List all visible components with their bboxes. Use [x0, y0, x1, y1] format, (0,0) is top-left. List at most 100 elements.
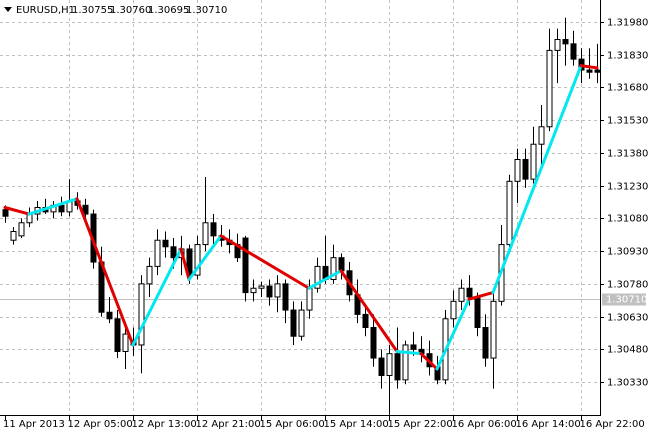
candle-body [458, 287, 465, 302]
candle-body [490, 300, 497, 359]
menu-arrow[interactable] [4, 7, 12, 12]
x-tick-label: 16 Apr 22:00 [580, 419, 645, 430]
zigzag-leg [187, 234, 223, 282]
candle-body [2, 209, 9, 217]
candle-body [82, 204, 89, 215]
candle-body [402, 344, 409, 381]
chart-title: EURUSD,H1 [16, 5, 75, 16]
header-value: 1.30755 [72, 5, 113, 16]
candle-body [274, 283, 281, 298]
candle-body [114, 318, 121, 353]
candle-body [106, 311, 113, 320]
candle-body [314, 265, 321, 289]
candle-body [170, 246, 177, 259]
bid-label: 1.30710 [606, 295, 647, 306]
candle-body [570, 43, 577, 60]
y-tick-label: 1.31530 [607, 116, 648, 127]
y-tick-label: 1.31080 [607, 214, 648, 225]
y-tick-label: 1.31230 [607, 182, 648, 193]
candle-body [474, 296, 481, 329]
zigzag-leg [419, 352, 439, 371]
header-value: 1.30710 [186, 5, 227, 16]
zigzag-leg [3, 206, 31, 216]
zigzag-leg [27, 197, 79, 216]
candle-body [146, 265, 153, 285]
candle-body [250, 287, 257, 294]
candle-body [210, 222, 217, 237]
y-tick-label: 1.30780 [607, 280, 648, 291]
candle-body [186, 248, 193, 276]
x-tick-label: 15 Apr 06:00 [260, 419, 325, 430]
candle-body [306, 287, 313, 311]
header-value: 1.30695 [148, 5, 189, 16]
y-tick-label: 1.31680 [607, 83, 648, 94]
x-tick-label: 12 Apr 13:00 [132, 419, 197, 430]
candle-body [330, 257, 337, 281]
candle-body [18, 222, 25, 237]
candle-body [506, 180, 513, 246]
candle-body [282, 283, 289, 311]
labels: 1.30330 1.30480 1.30630 1.30780 1.30930 1.310… [3, 18, 648, 431]
x-tick-label: 11 Apr 2013 [3, 419, 65, 430]
candle-body [298, 309, 305, 337]
candle-body [362, 313, 369, 329]
x-tick-label: 15 Apr 22:00 [388, 419, 453, 430]
candle-body [538, 126, 545, 145]
candle-body [290, 309, 297, 337]
candle-body [242, 237, 249, 294]
y-tick-label: 1.30480 [607, 345, 648, 356]
x-tick-label: 12 Apr 21:00 [196, 419, 261, 430]
zigzag-leg [339, 269, 399, 354]
zigzag-leg [179, 247, 191, 282]
candle-body [546, 49, 553, 128]
y-tick-label: 1.30630 [607, 313, 648, 324]
zigzag-leg [467, 291, 495, 301]
x-tick-label: 16 Apr 14:00 [516, 419, 581, 430]
zigzag-leg [579, 64, 599, 70]
candle-body [10, 231, 17, 241]
zigzag-leg [75, 197, 135, 347]
candle-body [586, 69, 593, 73]
y-tick-label: 1.31980 [607, 18, 648, 29]
candle-body [410, 344, 417, 350]
zigzag-leg [307, 269, 343, 290]
candle-body [394, 353, 401, 381]
candle-body [530, 143, 537, 180]
candle-body [450, 300, 457, 320]
candle-body [514, 158, 521, 182]
bid-label-box [602, 293, 646, 306]
header-value: 1.30760 [110, 5, 151, 16]
zigzag-leg [395, 350, 423, 356]
candle-body [482, 327, 489, 359]
candle-body [370, 327, 377, 359]
zigzag-leg [491, 64, 583, 295]
candle-body [594, 69, 601, 73]
candle-body [378, 357, 385, 377]
x-tick-label: 16 Apr 06:00 [452, 419, 517, 430]
y-tick-label: 1.30930 [607, 247, 648, 258]
candle-body [154, 239, 161, 267]
y-tick-label: 1.31380 [607, 149, 648, 160]
candle-body [138, 283, 145, 346]
y-tick-label: 1.30330 [607, 378, 648, 389]
candle-body [202, 222, 209, 246]
candle-body [266, 285, 273, 298]
zigzag-leg [131, 247, 183, 347]
candle-body [338, 257, 345, 272]
candle-body [554, 38, 561, 51]
candle-body [194, 244, 201, 276]
zigzag-leg [219, 234, 311, 290]
y-tick-label: 1.31830 [607, 51, 648, 62]
candle-body [58, 204, 65, 213]
candle-body [562, 38, 569, 45]
candle-body [122, 333, 129, 353]
candle-body [466, 287, 473, 298]
x-tick-label: 12 Apr 05:00 [68, 419, 133, 430]
candle-body [162, 239, 169, 248]
candle-body [386, 353, 393, 377]
marks [2, 17, 601, 415]
candle-body [522, 158, 529, 180]
candle-body [258, 285, 265, 289]
